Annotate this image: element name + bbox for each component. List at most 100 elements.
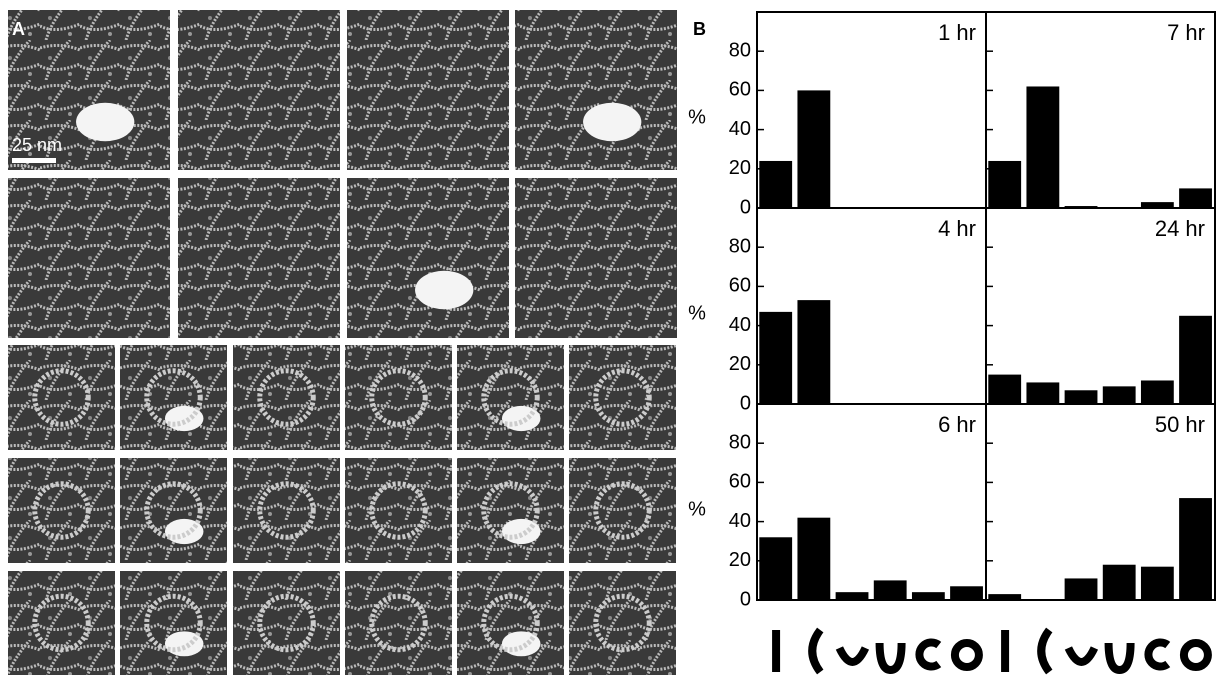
bar (1140, 202, 1174, 208)
ring (481, 368, 540, 427)
y-axis-label: % (688, 302, 706, 324)
bar (1140, 566, 1174, 600)
micrograph (345, 571, 452, 675)
y-tick-label: 0 (740, 588, 751, 610)
icon-arc (1037, 627, 1053, 675)
icon-c (915, 638, 942, 671)
bar (873, 580, 907, 600)
ring (144, 593, 203, 653)
bar (988, 594, 1022, 600)
bar (1064, 578, 1098, 600)
chart-title: 1 hr (938, 20, 976, 45)
panel-label: A (12, 19, 25, 39)
ring (257, 368, 316, 427)
micrograph (233, 458, 340, 563)
panel-label: B (693, 19, 706, 39)
bar (797, 300, 831, 404)
micrograph (515, 178, 677, 338)
y-axis-label: % (688, 106, 706, 128)
icon-arc (808, 627, 824, 675)
bar (1026, 382, 1060, 404)
icon-u (875, 642, 906, 675)
ring (257, 481, 316, 540)
ring (369, 593, 428, 653)
ring (593, 368, 652, 427)
chart-title: 50 hr (1155, 412, 1205, 437)
micrograph (345, 345, 452, 450)
icon-u (1104, 642, 1135, 675)
bar (950, 586, 983, 600)
micrograph (233, 571, 340, 675)
bar (797, 517, 831, 600)
y-tick-label: 60 (729, 79, 751, 101)
ring (593, 593, 652, 653)
scale-bar (12, 158, 56, 163)
icon-shallow-u (835, 646, 870, 666)
bar (1102, 386, 1136, 404)
particle (76, 102, 135, 142)
bar (1140, 380, 1174, 404)
micrograph (178, 178, 340, 338)
y-tick-label: 20 (729, 549, 751, 571)
micrograph (569, 345, 676, 450)
bar (759, 311, 793, 404)
micrograph (120, 345, 227, 450)
micrograph (120, 571, 227, 675)
plot-frame (985, 403, 1216, 601)
ring (481, 593, 540, 653)
y-tick-label: 40 (729, 118, 751, 140)
particle (583, 102, 642, 142)
y-tick-label: 0 (740, 392, 751, 414)
chart-title: 24 hr (1155, 216, 1205, 241)
icon-shallow-u (1064, 646, 1099, 666)
ring (369, 481, 428, 540)
category-icons (772, 627, 1212, 675)
icon-rod (772, 630, 781, 672)
bar (988, 374, 1022, 404)
micrograph (120, 458, 227, 563)
micrograph (347, 10, 509, 170)
micrograph (178, 10, 340, 170)
y-tick-label: 40 (729, 510, 751, 532)
particle (415, 270, 474, 310)
micrograph (569, 458, 676, 563)
ring (257, 593, 316, 653)
micrograph (347, 178, 509, 338)
y-tick-label: 60 (729, 471, 751, 493)
chart-title: 4 hr (938, 216, 976, 241)
micrograph (8, 345, 115, 450)
scale-bar-label: 25 nm (12, 135, 62, 155)
bar (1179, 188, 1212, 208)
micrograph (457, 571, 564, 675)
y-axis-label: % (688, 498, 706, 520)
bar (988, 160, 1022, 208)
micrograph (8, 571, 115, 675)
icon-rod (1001, 630, 1010, 672)
bar (759, 160, 793, 208)
bar (911, 592, 945, 600)
micrograph (8, 10, 170, 170)
ring (32, 368, 91, 427)
micrograph (233, 345, 340, 450)
bar (1179, 315, 1212, 404)
micrograph (457, 345, 564, 450)
micrograph (515, 10, 677, 170)
y-tick-label: 40 (729, 314, 751, 336)
ring (32, 481, 91, 540)
ring (32, 593, 91, 653)
bar (1179, 498, 1212, 600)
y-tick-label: 80 (729, 431, 751, 453)
micrograph (569, 571, 676, 675)
micrograph (8, 458, 115, 563)
bar (759, 537, 793, 600)
y-tick-label: 20 (729, 353, 751, 375)
y-tick-label: 60 (729, 275, 751, 297)
micrograph (345, 458, 452, 563)
micrograph (8, 178, 170, 338)
icon-c (1144, 638, 1171, 671)
y-tick-label: 80 (729, 235, 751, 257)
ring (481, 481, 540, 540)
ring (593, 481, 652, 540)
ring (369, 368, 428, 427)
